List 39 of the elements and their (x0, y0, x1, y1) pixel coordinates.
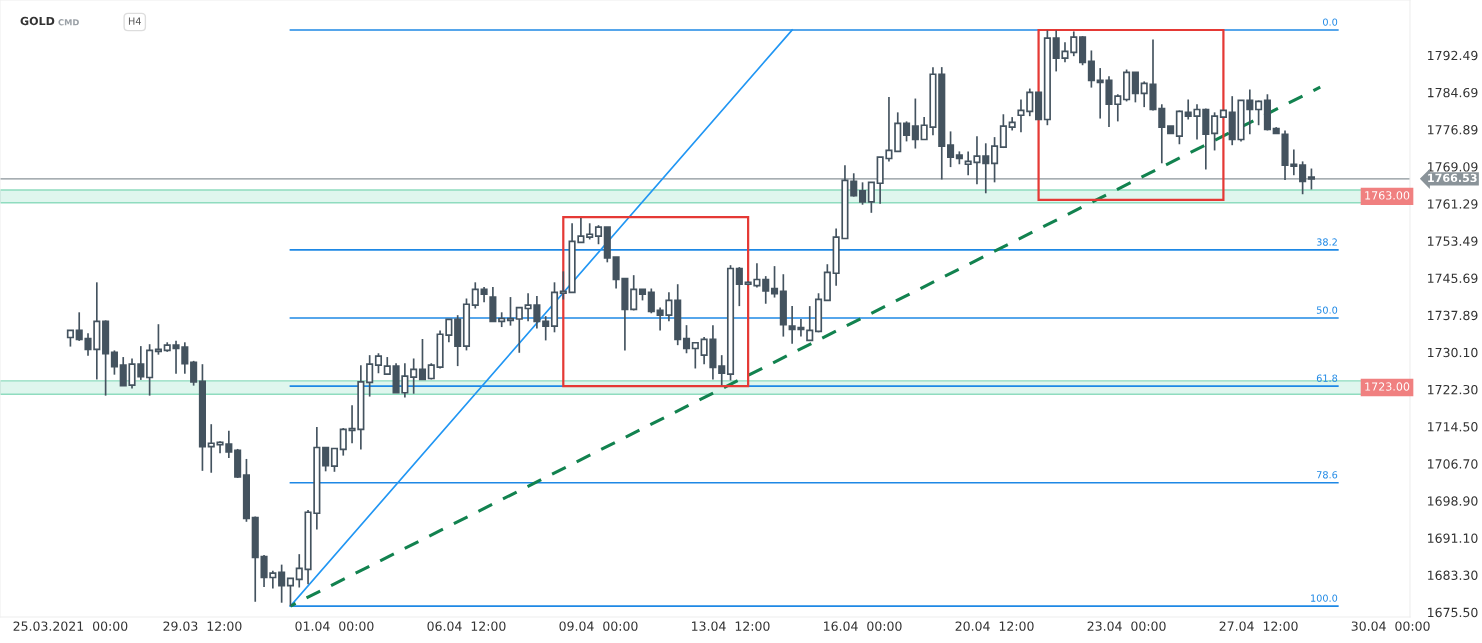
y-tick-label: 1722.30 (1428, 384, 1478, 395)
x-tick-label: 13.04 12:00 (692, 621, 770, 631)
x-tick-label: 16.04 00:00 (824, 621, 902, 631)
y-tick-label: 1776.89 (1428, 125, 1478, 135)
band-label: 1723.00 (1365, 382, 1410, 391)
series-label: 78.6 (1316, 471, 1338, 479)
y-tick-label: 1675.50 (1428, 607, 1478, 618)
y-tick-label: 1730.10 (1428, 347, 1478, 358)
y-tick-label: 1761.29 (1428, 199, 1478, 209)
y-tick-label: 1737.89 (1428, 310, 1478, 321)
y-tick-label: 1769.09 (1428, 162, 1478, 172)
x-tick-label: 01.04 00:00 (295, 621, 374, 631)
y-tick-label: 1683.30 (1428, 570, 1478, 581)
y-tick-label: 1706.70 (1428, 459, 1478, 469)
y-tick-label: 1753.49 (1428, 236, 1478, 246)
text: GOLD (20, 16, 55, 26)
y-tick-label: 1691.10 (1428, 533, 1478, 543)
y-tick-label: 1714.50 (1428, 422, 1478, 432)
x-tick-label: 20.04 12:00 (955, 621, 1034, 631)
x-tick-label: 25.03.2021 00:00 (13, 621, 128, 631)
y-tick-label: 1698.90 (1428, 496, 1478, 506)
x-tick-label: 30.04 00:00 (1351, 621, 1430, 631)
x-tick-label: 06.04 12:00 (427, 621, 506, 631)
series-label: 100.0 (1311, 594, 1338, 602)
x-tick-label: 29.03 12:00 (163, 621, 242, 631)
y-tick-label: 1745.69 (1428, 273, 1478, 284)
band-label: 1763.00 (1365, 191, 1410, 200)
series-label: 0.0 (1323, 18, 1338, 26)
x-tick-label: 09.04 00:00 (559, 621, 638, 631)
y-tick-label: 1784.69 (1428, 87, 1478, 98)
annotation: H4 (128, 17, 141, 25)
ref-line-label: 1766.53 (1428, 173, 1477, 183)
series-label: 38.2 (1316, 238, 1337, 246)
text: CMD (58, 19, 79, 26)
y-tick-label: 1792.49 (1428, 50, 1478, 61)
series-label: 50.0 (1316, 306, 1338, 314)
series-label: 61.8 (1316, 374, 1338, 382)
x-tick-label: 23.04 00:00 (1087, 621, 1166, 631)
x-tick-label: 27.04 12:00 (1219, 621, 1298, 631)
